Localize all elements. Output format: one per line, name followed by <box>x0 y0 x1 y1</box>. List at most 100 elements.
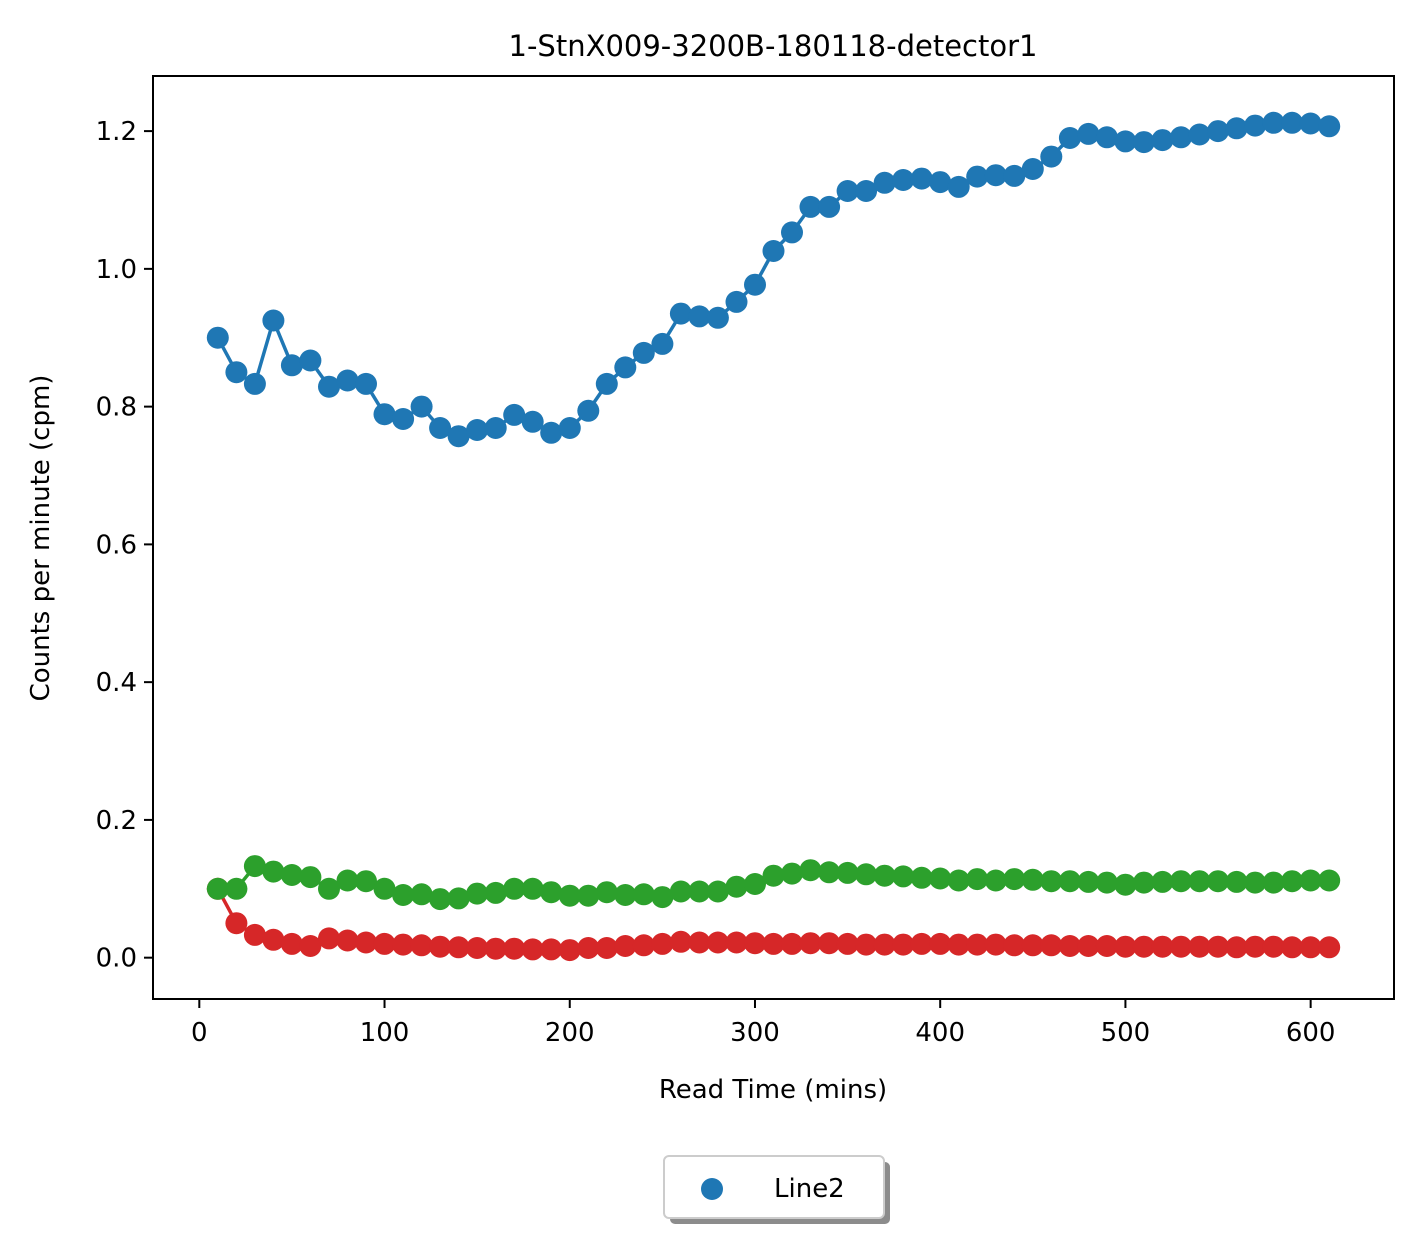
series-0-point <box>799 195 822 218</box>
series-2-point <box>781 932 803 955</box>
series-1-point <box>762 864 785 887</box>
series-2-point <box>1225 936 1248 959</box>
series-2-point <box>984 933 1007 956</box>
series-2-point <box>966 933 989 956</box>
series-1-point <box>1077 870 1100 893</box>
series-2-point <box>1132 935 1155 958</box>
y-tick-label: 0.4 <box>96 668 137 698</box>
y-tick-label: 0.0 <box>96 944 137 974</box>
series-0-point <box>1318 115 1341 138</box>
series-2-point <box>484 937 507 960</box>
series-1-point <box>1170 870 1192 893</box>
series-1-point <box>984 869 1007 892</box>
series-1-point <box>1299 869 1322 892</box>
series-1-point <box>299 866 322 889</box>
series-0-point <box>1077 122 1100 145</box>
series-0-point <box>1262 111 1285 134</box>
series-0-point <box>966 165 989 188</box>
series-2-point <box>1003 934 1026 957</box>
series-0-point <box>392 408 415 430</box>
series-0-point <box>558 417 581 439</box>
x-tick-label: 200 <box>545 1018 595 1048</box>
series-2-point <box>947 933 970 956</box>
series-1-point <box>651 886 674 909</box>
series-1-point <box>429 888 452 911</box>
series-2-point <box>392 933 415 956</box>
series-2-point <box>1021 934 1044 957</box>
series-2-point <box>577 937 600 959</box>
series-2-point <box>1114 935 1137 958</box>
series-0-point <box>669 302 692 325</box>
series-2-point <box>373 932 396 955</box>
series-0-point <box>318 375 340 398</box>
series-1-point <box>1003 868 1026 891</box>
series-1-point <box>1132 871 1155 894</box>
series-1-point <box>318 877 340 900</box>
series-2-point <box>818 932 841 955</box>
series-1-point <box>706 880 729 903</box>
series-0-point <box>503 403 526 426</box>
series-0-point <box>1058 127 1081 149</box>
chart-title: 1-StnX009-3200B-180118-detector1 <box>509 29 1038 63</box>
series-1-point <box>336 869 359 892</box>
series-0-point <box>521 410 544 433</box>
series-1-point <box>503 877 526 900</box>
series-0-point <box>1188 123 1211 146</box>
series-1-point <box>595 881 618 904</box>
series-1-point <box>614 884 637 906</box>
series-0-point <box>892 169 915 191</box>
series-1-point <box>466 882 489 905</box>
series-0-point <box>540 421 563 444</box>
series-0-point <box>873 171 896 194</box>
series-1-point <box>1151 870 1174 893</box>
series-1-point <box>855 863 878 886</box>
series-0-point <box>855 180 878 202</box>
series-2-point <box>762 932 785 955</box>
series-2-point <box>521 938 544 961</box>
series-2-point <box>1170 935 1192 958</box>
x-tick-label: 0 <box>191 1018 208 1048</box>
series-2-point <box>614 935 637 957</box>
x-tick-label: 400 <box>915 1018 965 1048</box>
series-0-point <box>1207 120 1229 143</box>
series-2-point <box>1095 935 1118 957</box>
series-1-point <box>836 861 859 884</box>
series-1-point <box>392 884 415 906</box>
series-1-point <box>1021 868 1044 891</box>
series-1-point <box>410 883 433 906</box>
series-1-point <box>1114 873 1137 896</box>
series-0-point <box>744 273 766 296</box>
series-0-point <box>595 372 618 395</box>
series-0-point <box>206 326 229 349</box>
series-1-point <box>947 869 970 892</box>
series-2-point <box>892 933 915 956</box>
series-2-point <box>262 928 285 951</box>
series-0-point <box>1132 131 1155 154</box>
series-2-point <box>725 931 748 954</box>
plot-frame <box>152 75 1395 1000</box>
series-2-point <box>225 912 248 935</box>
y-tick-label: 0.2 <box>96 806 137 836</box>
legend-marker-line2 <box>701 1178 723 1200</box>
series-2-point <box>688 931 711 954</box>
series-1-point <box>799 859 822 882</box>
series-2-point <box>669 930 692 953</box>
legend-box <box>663 1155 885 1219</box>
legend-label-line2: Line2 <box>774 1174 845 1204</box>
x-tick-label: 100 <box>360 1018 410 1048</box>
series-1-point <box>1318 869 1341 892</box>
series-0-point <box>1095 126 1118 149</box>
series-1-point <box>1040 870 1063 893</box>
series-0-point <box>762 240 785 262</box>
series-2-point <box>1207 935 1229 958</box>
series-1-point <box>262 860 285 883</box>
series-0-point <box>484 417 507 439</box>
series-1-point <box>669 880 692 903</box>
series-2-point <box>706 931 729 954</box>
series-0-point <box>336 369 359 392</box>
series-2-point <box>855 933 878 956</box>
series-1-point <box>892 865 915 888</box>
series-2-point <box>1188 935 1211 958</box>
